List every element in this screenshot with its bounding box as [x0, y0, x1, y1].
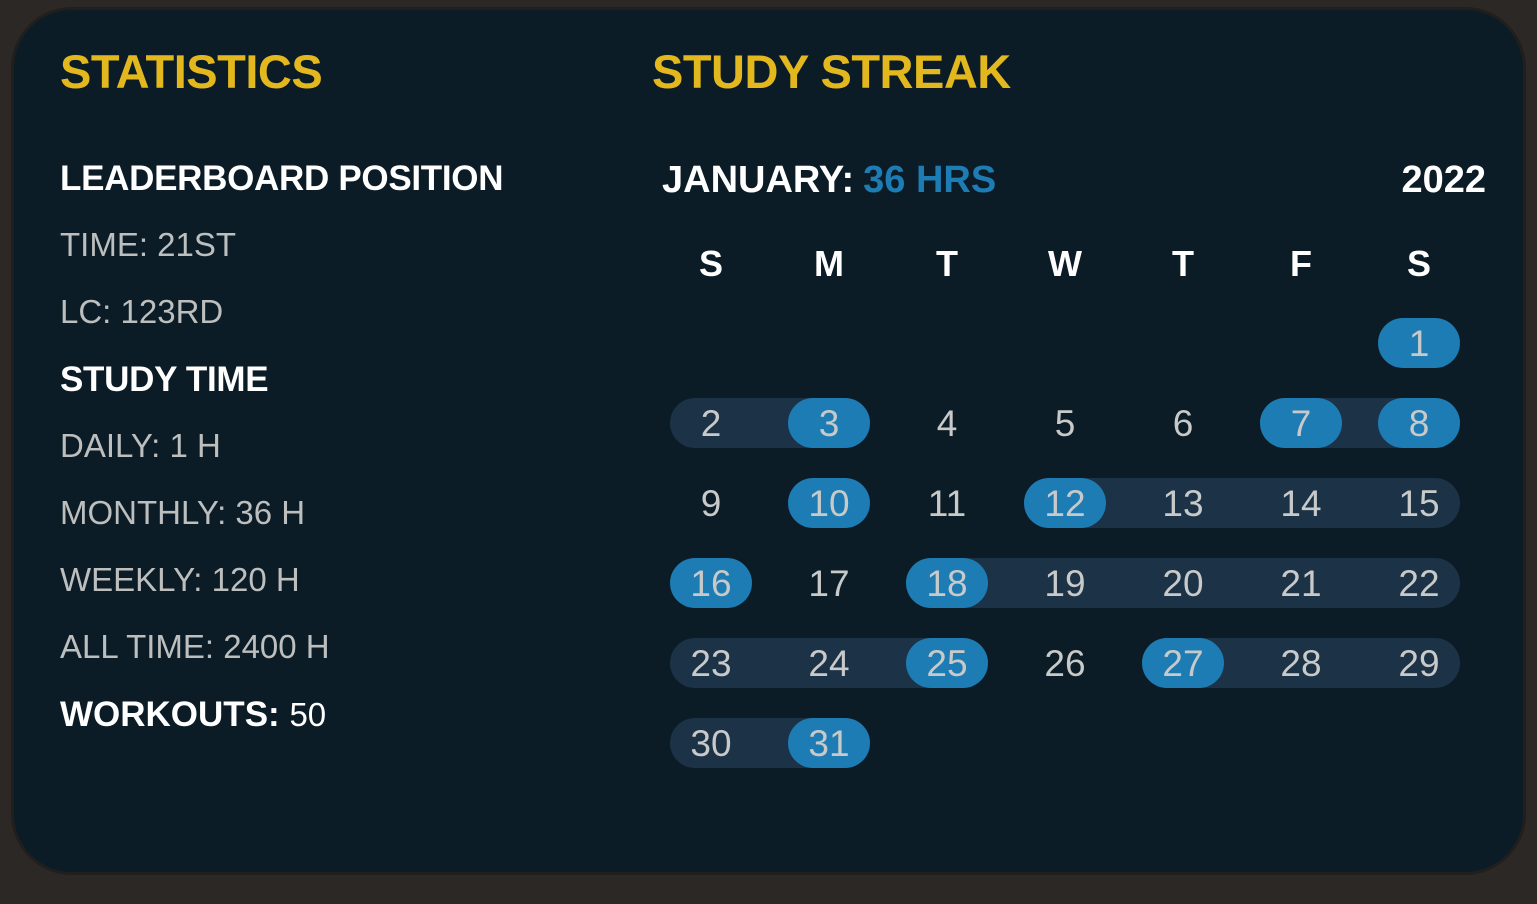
weekday-header-6: S	[1406, 243, 1431, 284]
calendar-day-empty	[770, 318, 888, 368]
calendar-week-row: 30 31	[652, 703, 1478, 783]
study-time-weekly: WEEKLY: 120 H	[60, 561, 300, 598]
calendar-week-row: 1	[652, 303, 1478, 383]
calendar-day-4[interactable]: 4	[936, 402, 958, 444]
calendar-day-6[interactable]: 6	[1172, 402, 1194, 444]
leaderboard-position-heading: LEADERBOARD POSITION	[60, 159, 504, 198]
calendar-day-30[interactable]: 30	[690, 722, 732, 764]
statistics-title: STATISTICS	[60, 45, 323, 98]
study-time-daily: DAILY: 1 H	[60, 427, 221, 464]
workouts-label: WORKOUTS:	[60, 695, 280, 734]
calendar-day-empty	[1242, 718, 1360, 768]
calendar-day-empty	[1006, 718, 1124, 768]
workouts-value: 50	[289, 696, 327, 733]
weekday-header-0: S	[698, 243, 723, 284]
calendar-day-20[interactable]: 20	[1162, 562, 1204, 604]
statistics-column: STATISTICS LEADERBOARD POSITION TIME: 21…	[60, 48, 630, 732]
month-header: JANUARY: 36 HRS 2022	[652, 161, 1492, 207]
calendar-week-row: 9 10 11 12 13 14 15	[652, 463, 1478, 543]
calendar-day-12[interactable]: 12	[1024, 478, 1106, 528]
streak-range-bar	[906, 558, 1460, 608]
year-label: 2022	[1401, 159, 1486, 201]
calendar-day-9[interactable]: 9	[700, 482, 722, 524]
calendar-day-8[interactable]: 8	[1378, 398, 1460, 448]
workouts-row: WORKOUTS: 50	[60, 697, 630, 732]
study-time-heading: STUDY TIME	[60, 360, 269, 399]
month-hours: 36 HRS	[863, 159, 997, 201]
calendar-day-empty	[1006, 318, 1124, 368]
study-time-all-time: ALL TIME: 2400 H	[60, 628, 330, 665]
calendar-day-27[interactable]: 27	[1142, 638, 1224, 688]
calendar-day-21[interactable]: 21	[1280, 562, 1322, 604]
calendar-day-empty	[1124, 718, 1242, 768]
calendar-day-empty	[652, 318, 770, 368]
month-name-and-hours: JANUARY: 36 HRS	[662, 161, 996, 199]
calendar-day-11[interactable]: 11	[927, 482, 967, 524]
calendar-week-row: 23 24 25 26 27 28 29	[652, 623, 1478, 703]
calendar-day-23[interactable]: 23	[690, 642, 732, 684]
calendar-day-empty	[888, 718, 1006, 768]
study-time-monthly: MONTHLY: 36 H	[60, 494, 306, 531]
calendar-day-3[interactable]: 3	[788, 398, 870, 448]
leaderboard-lc-rank: LC: 123RD	[60, 293, 224, 330]
calendar-day-29[interactable]: 29	[1398, 642, 1440, 684]
calendar-day-5[interactable]: 5	[1054, 402, 1076, 444]
calendar-day-16[interactable]: 16	[670, 558, 752, 608]
calendar-day-10[interactable]: 10	[788, 478, 870, 528]
calendar-day-7[interactable]: 7	[1260, 398, 1342, 448]
calendar-day-17[interactable]: 17	[808, 562, 850, 604]
weekday-header-2: T	[936, 243, 958, 284]
leaderboard-time-rank: TIME: 21ST	[60, 226, 237, 263]
stats-streak-card: STATISTICS LEADERBOARD POSITION TIME: 21…	[14, 10, 1523, 872]
calendar-day-28[interactable]: 28	[1280, 642, 1322, 684]
study-streak-title: STUDY STREAK	[652, 45, 1011, 98]
calendar-day-25[interactable]: 25	[906, 638, 988, 688]
calendar-day-13[interactable]: 13	[1162, 482, 1204, 524]
calendar-day-empty	[1242, 318, 1360, 368]
calendar-day-22[interactable]: 22	[1398, 562, 1440, 604]
calendar-day-empty	[888, 318, 1006, 368]
calendar-day-15[interactable]: 15	[1398, 482, 1440, 524]
weekday-header-4: T	[1172, 243, 1194, 284]
calendar-week-row: 16 17 18 19 20 21 22	[652, 543, 1478, 623]
weekday-header-5: F	[1290, 243, 1312, 284]
calendar-day-14[interactable]: 14	[1280, 482, 1322, 524]
calendar-day-2[interactable]: 2	[700, 402, 722, 444]
calendar-day-26[interactable]: 26	[1044, 642, 1086, 684]
weekday-header-3: W	[1048, 243, 1082, 284]
calendar-day-31[interactable]: 31	[788, 718, 870, 768]
calendar-day-18[interactable]: 18	[906, 558, 988, 608]
calendar-weeks: 1 2 3 4 5 6 7 8 9 10 11 12 13 14 15 16 17 18 19 20 21 22 23 24 2…	[652, 303, 1478, 783]
calendar-day-19[interactable]: 19	[1044, 562, 1086, 604]
calendar-day-1[interactable]: 1	[1378, 318, 1460, 368]
month-name: JANUARY:	[662, 159, 855, 201]
weekday-header-1: M	[814, 243, 844, 284]
calendar-day-24[interactable]: 24	[808, 642, 850, 684]
calendar-day-empty	[1124, 318, 1242, 368]
calendar-day-empty	[1360, 718, 1478, 768]
